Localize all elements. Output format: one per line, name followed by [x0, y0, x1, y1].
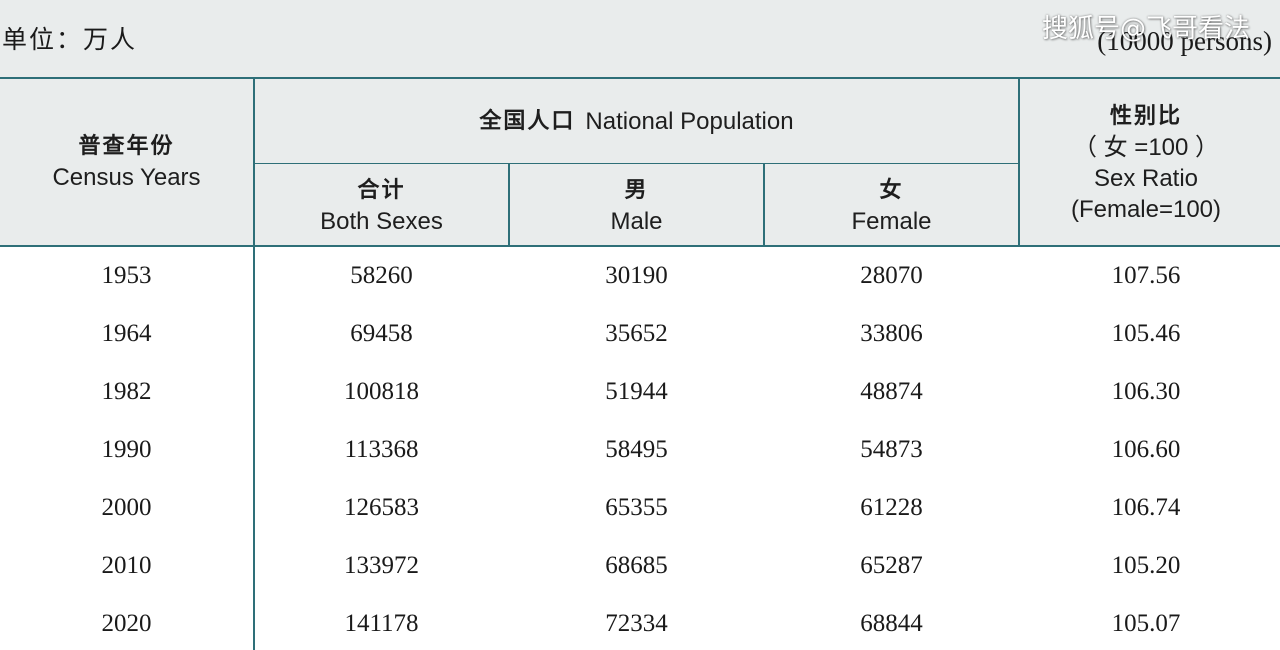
- cell-both-sexes: 141178: [344, 610, 419, 637]
- header-sex-ratio: 性别比 （ 女 =100 ） Sex Ratio (Female=100): [1020, 88, 1272, 238]
- header-female: 女 Female: [765, 166, 1018, 246]
- cell-both-sexes: 113368: [344, 436, 419, 463]
- header-census-years: 普查年份 Census Years: [0, 78, 253, 246]
- cell-year: 1964: [101, 320, 152, 347]
- header-divider-4: [1018, 78, 1020, 246]
- table-row: 2020 141178 72334 68844 105.07: [0, 596, 1280, 650]
- header-female-cn: 女: [879, 178, 904, 203]
- cell-both-sexes: 69458: [350, 320, 413, 347]
- cell-year: 1953: [101, 262, 152, 289]
- table-row: 1953 58260 30190 28070 107.56: [0, 248, 1280, 306]
- table-row: 2000 126583 65355 61228 106.74: [0, 480, 1280, 538]
- cell-male: 30190: [605, 262, 668, 289]
- header-sex-ratio-en-sub: (Female=100): [1070, 196, 1222, 223]
- cell-male: 35652: [605, 320, 668, 347]
- cell-female: 28070: [860, 262, 923, 289]
- cell-sex-ratio: 106.30: [1111, 378, 1181, 405]
- cell-both-sexes: 126583: [344, 494, 419, 521]
- table-header: 普查年份 Census Years 全国人口 National Populati…: [0, 78, 1280, 246]
- cell-year: 2020: [101, 610, 152, 637]
- cell-male: 65355: [605, 494, 668, 521]
- cell-female: 68844: [860, 610, 923, 637]
- header-national-population-en: National Population: [585, 107, 794, 135]
- header-census-years-en: Census Years: [52, 164, 201, 191]
- header-sex-ratio-cn-sub: （ 女 =100 ）: [1072, 134, 1220, 161]
- cell-both-sexes: 133972: [344, 552, 419, 579]
- cell-female: 48874: [860, 378, 923, 405]
- header-male: 男 Male: [510, 166, 763, 246]
- cell-sex-ratio: 106.74: [1111, 494, 1181, 521]
- header-sex-ratio-en: Sex Ratio: [1093, 165, 1199, 192]
- unit-label-en: (10000 persons): [1097, 26, 1272, 56]
- cell-male: 68685: [605, 552, 668, 579]
- cell-year: 1982: [101, 378, 152, 405]
- header-census-years-cn: 普查年份: [78, 134, 175, 159]
- unit-label-cn: 单位：万人: [2, 25, 138, 54]
- header-national-population-cn: 全国人口: [479, 108, 576, 134]
- header-divider-3: [763, 164, 765, 246]
- cell-male: 72334: [605, 610, 668, 637]
- cell-sex-ratio: 105.46: [1111, 320, 1181, 347]
- unit-bar: 单位：万人 (10000 persons) 搜狐号@飞哥看法: [0, 0, 1280, 78]
- cell-year: 1990: [101, 436, 152, 463]
- cell-sex-ratio: 106.60: [1111, 436, 1181, 463]
- table-row: 1982 100818 51944 48874 106.30: [0, 364, 1280, 422]
- header-mid-rule: [255, 163, 1020, 164]
- cell-female: 61228: [860, 494, 923, 521]
- cell-female: 65287: [860, 552, 923, 579]
- header-top-rule: [0, 77, 1280, 79]
- cell-year: 2000: [101, 494, 152, 521]
- cell-both-sexes: 58260: [350, 262, 413, 289]
- header-divider-2: [508, 164, 510, 246]
- header-female-en: Female: [851, 208, 932, 235]
- column-divider-1: [253, 78, 255, 650]
- cell-sex-ratio: 105.07: [1111, 610, 1181, 637]
- header-male-cn: 男: [624, 178, 649, 203]
- cell-year: 2010: [101, 552, 152, 579]
- header-both-sexes-cn: 合计: [357, 178, 406, 203]
- table-row: 1990 113368 58495 54873 106.60: [0, 422, 1280, 480]
- table-row: 1964 69458 35652 33806 105.46: [0, 306, 1280, 364]
- header-male-en: Male: [610, 208, 663, 235]
- cell-sex-ratio: 105.20: [1111, 552, 1181, 579]
- header-national-population: 全国人口 National Population: [255, 78, 1018, 164]
- cell-sex-ratio: 107.56: [1111, 262, 1181, 289]
- header-bottom-rule: [0, 245, 1280, 247]
- header-sex-ratio-cn: 性别比: [1109, 104, 1182, 129]
- table-row: 2010 133972 68685 65287 105.20: [0, 538, 1280, 596]
- header-both-sexes: 合计 Both Sexes: [255, 166, 508, 246]
- watermark: 搜狐号@飞哥看法: [1041, 14, 1250, 44]
- cell-female: 54873: [860, 436, 923, 463]
- cell-both-sexes: 100818: [344, 378, 419, 405]
- cell-male: 58495: [605, 436, 668, 463]
- cell-female: 33806: [860, 320, 923, 347]
- cell-male: 51944: [605, 378, 668, 405]
- header-both-sexes-en: Both Sexes: [320, 208, 443, 235]
